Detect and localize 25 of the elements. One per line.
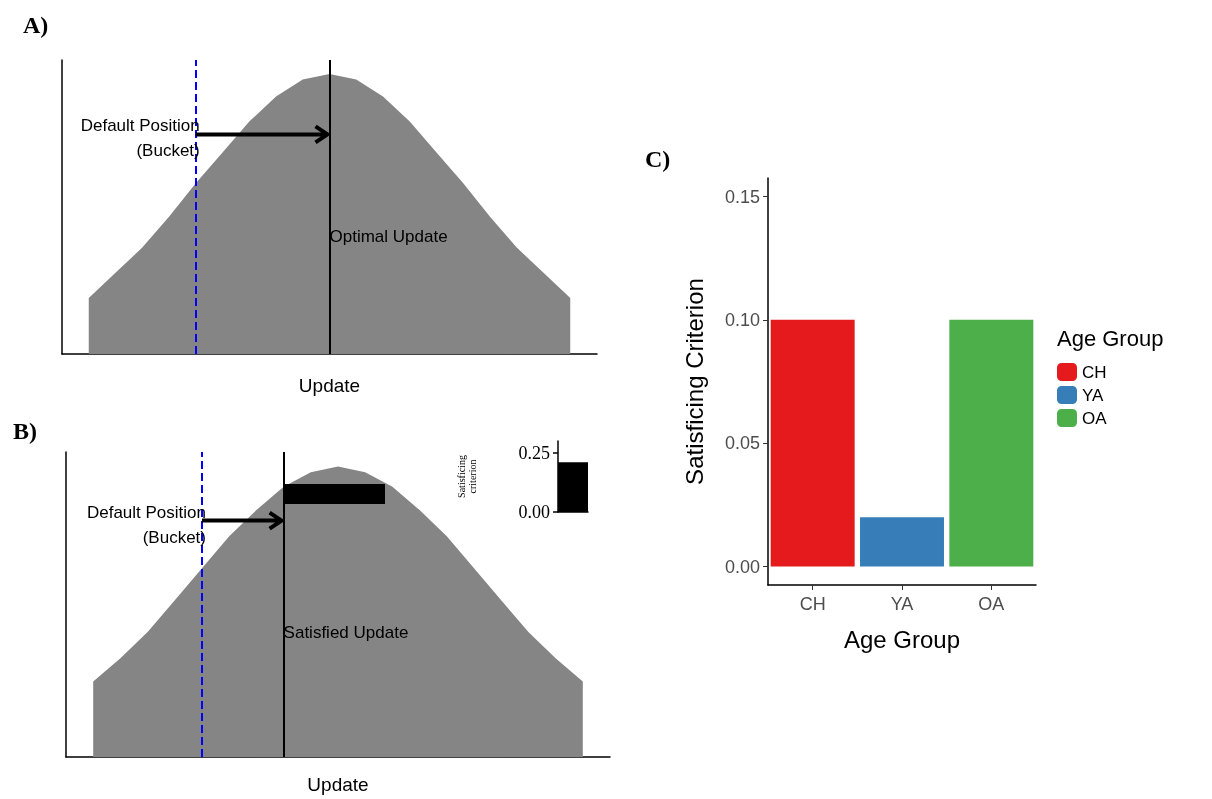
- x-axis-title: Age Group: [843, 625, 961, 653]
- y-tick-label: 0.25: [518, 442, 550, 463]
- y-axis-title: Satisficing criterion: [456, 455, 478, 498]
- annotation: Satisfied Update: [283, 622, 409, 642]
- x-tick-label: OA: [978, 594, 1005, 614]
- chart-title: C): [645, 146, 671, 172]
- x-tick-label: YA: [890, 594, 914, 614]
- x-axis-title: Update: [307, 774, 369, 795]
- y-axis-title: Satisficing Criterion: [680, 278, 708, 485]
- legend-label: CH: [1082, 362, 1107, 382]
- annotation: Default Position (Bucket): [80, 116, 200, 161]
- y-tick-label: 0.10: [724, 309, 760, 330]
- chart-title: A): [23, 12, 49, 38]
- annotation: Optimal Update: [329, 226, 448, 246]
- x-tick-label: CH: [799, 594, 826, 614]
- y-tick-label: 0.15: [724, 186, 760, 207]
- legend-title: Age Group: [1057, 325, 1164, 351]
- y-tick-label: 0.00: [724, 556, 760, 577]
- legend-label: YA: [1082, 385, 1105, 405]
- annotation: Default Position (Bucket): [86, 502, 206, 547]
- legend-label: OA: [1082, 408, 1108, 428]
- chart-title: B): [13, 418, 37, 444]
- y-tick-label: 0.00: [518, 502, 550, 522]
- y-tick-label: 0.05: [724, 433, 760, 454]
- x-axis-title: Update: [298, 375, 361, 396]
